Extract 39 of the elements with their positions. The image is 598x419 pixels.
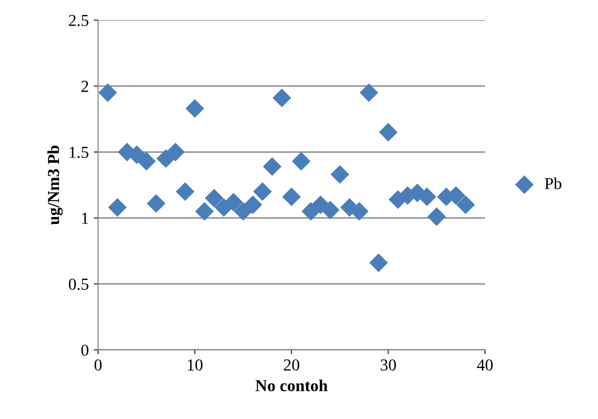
point — [378, 122, 398, 142]
point — [244, 195, 262, 214]
x-axis-title: No contoh — [256, 380, 328, 392]
point — [146, 194, 166, 213]
point — [98, 83, 118, 102]
point — [156, 149, 176, 168]
legend-label: Pb — [544, 177, 562, 190]
y-tick-label: 2.5 — [68, 14, 88, 26]
point — [272, 88, 292, 108]
point — [166, 142, 185, 162]
point — [137, 152, 156, 171]
point — [262, 157, 282, 176]
point — [195, 202, 214, 221]
point — [185, 99, 204, 118]
y-axis-title: ug/Nm3 Pb — [47, 146, 63, 225]
y-tick-label: 2 — [81, 80, 88, 92]
point — [176, 182, 194, 201]
y-tick-label: 1.5 — [70, 146, 88, 158]
point — [330, 165, 350, 184]
x-tick-label: 30 — [380, 359, 396, 371]
point — [427, 207, 446, 226]
x-tick-label: 20 — [284, 359, 300, 371]
point — [253, 182, 272, 201]
point — [234, 202, 252, 221]
x-tick-label: 40 — [476, 359, 493, 371]
y-tick-label: 1 — [82, 212, 88, 224]
point — [292, 152, 311, 171]
y-tick-label: 0.5 — [68, 278, 88, 290]
point — [108, 198, 127, 217]
point — [320, 200, 340, 220]
point — [224, 192, 243, 212]
x-tick-label: 0 — [94, 359, 102, 371]
point — [360, 83, 378, 102]
y-tick-label: 0 — [81, 344, 88, 356]
point — [456, 195, 475, 214]
point — [204, 188, 224, 208]
point — [282, 188, 301, 206]
x-tick-label: 10 — [188, 359, 202, 371]
point — [369, 253, 388, 272]
